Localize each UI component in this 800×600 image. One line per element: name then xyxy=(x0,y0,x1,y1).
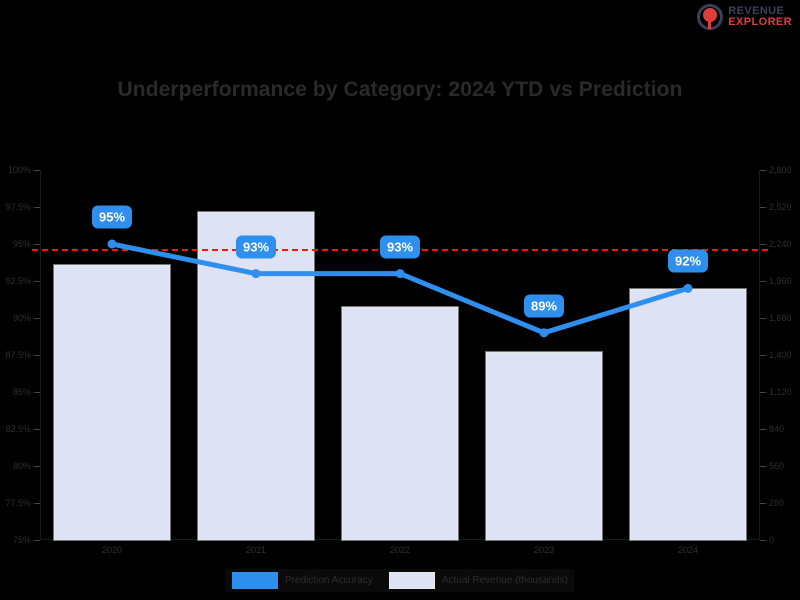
right-tick xyxy=(760,392,766,393)
legend-label-revenue: Actual Revenue (thousands) xyxy=(441,575,568,586)
left-tick xyxy=(34,392,40,393)
bar[interactable] xyxy=(54,265,170,540)
right-tick-label: 840 xyxy=(769,424,785,434)
left-axis-line xyxy=(40,170,41,540)
right-tick xyxy=(760,244,766,245)
right-tick-label: 1,400 xyxy=(769,350,792,360)
legend-label-accuracy: Prediction Accuracy xyxy=(284,575,373,586)
left-tick-label: 95% xyxy=(12,239,31,249)
left-tick xyxy=(34,318,40,319)
plot-area: 100% 97.5% 95% 92.5% 90% 87.5% 85% 82.5% 80% 77.5… xyxy=(5,165,791,555)
line-marker[interactable] xyxy=(395,269,405,279)
x-axis-label: 2022 xyxy=(389,545,411,555)
right-tick-label: 1,960 xyxy=(769,276,792,286)
right-tick xyxy=(760,540,766,541)
x-axis-label: 2020 xyxy=(101,545,123,555)
legend-item-revenue[interactable]: Actual Revenue (thousands) xyxy=(388,572,568,589)
right-tick-label: 1,120 xyxy=(769,387,792,397)
logo-line-1: REVENUE xyxy=(728,4,785,17)
data-label: 92% xyxy=(667,249,709,273)
left-tick-label: 92.5% xyxy=(5,276,31,286)
brand-logo: REVENUE EXPLORER xyxy=(697,4,792,30)
data-label: 93% xyxy=(235,235,277,259)
line-marker[interactable] xyxy=(539,328,549,338)
left-tick-label: 75% xyxy=(12,535,31,545)
right-tick-label: 280 xyxy=(769,498,785,508)
right-tick xyxy=(760,318,766,319)
left-tick-label: 82.5% xyxy=(5,424,31,434)
right-tick-label: 1,680 xyxy=(769,313,792,323)
legend-item-accuracy[interactable]: Prediction Accuracy xyxy=(231,572,373,589)
left-tick xyxy=(34,170,40,171)
right-tick-label: 2,240 xyxy=(769,239,792,249)
legend-swatch-bar xyxy=(388,572,435,589)
page-title: Underperformance by Category: 2024 YTD v… xyxy=(117,78,683,101)
left-tick xyxy=(34,466,40,467)
line-marker[interactable] xyxy=(251,269,261,279)
right-tick-label: 560 xyxy=(769,461,785,471)
right-tick xyxy=(760,429,766,430)
bar[interactable] xyxy=(342,307,458,540)
chart-legend: Prediction Accuracy Actual Revenue (thou… xyxy=(0,569,800,592)
left-tick-label: 80% xyxy=(12,461,31,471)
right-tick xyxy=(760,281,766,282)
logo-line-2: EXPLORER xyxy=(728,16,792,28)
right-tick-label: 2,800 xyxy=(769,165,792,175)
data-label: 93% xyxy=(379,235,421,259)
line-series xyxy=(107,239,693,338)
left-tick xyxy=(34,281,40,282)
left-tick xyxy=(34,355,40,356)
line-marker[interactable] xyxy=(107,239,117,249)
x-axis-label: 2021 xyxy=(245,545,267,555)
data-label: 95% xyxy=(91,205,133,229)
x-axis-label: 2023 xyxy=(533,545,555,555)
bar[interactable] xyxy=(630,288,746,540)
left-tick xyxy=(34,503,40,504)
bar[interactable] xyxy=(486,352,602,540)
right-tick-label: 0 xyxy=(769,535,775,545)
x-axis-label: 2024 xyxy=(677,545,699,555)
right-tick-label: 2,520 xyxy=(769,202,792,212)
line-marker[interactable] xyxy=(683,283,693,293)
left-tick-label: 87.5% xyxy=(5,350,31,360)
left-tick-label: 90% xyxy=(12,313,31,323)
legend-swatch-line xyxy=(231,572,278,589)
left-tick-label: 77.5% xyxy=(5,498,31,508)
right-tick xyxy=(760,355,766,356)
circle-dot-icon xyxy=(697,4,724,30)
left-tick xyxy=(34,429,40,430)
left-tick-label: 97.5% xyxy=(5,202,31,212)
right-tick xyxy=(760,503,766,504)
left-tick-label: 100% xyxy=(7,165,31,175)
right-tick xyxy=(760,170,766,171)
left-tick-label: 85% xyxy=(12,387,31,397)
right-tick xyxy=(760,466,766,467)
left-tick xyxy=(34,244,40,245)
data-label: 89% xyxy=(523,294,565,318)
right-axis-line xyxy=(759,170,760,540)
left-tick xyxy=(34,540,40,541)
left-tick xyxy=(34,207,40,208)
right-tick xyxy=(760,207,766,208)
